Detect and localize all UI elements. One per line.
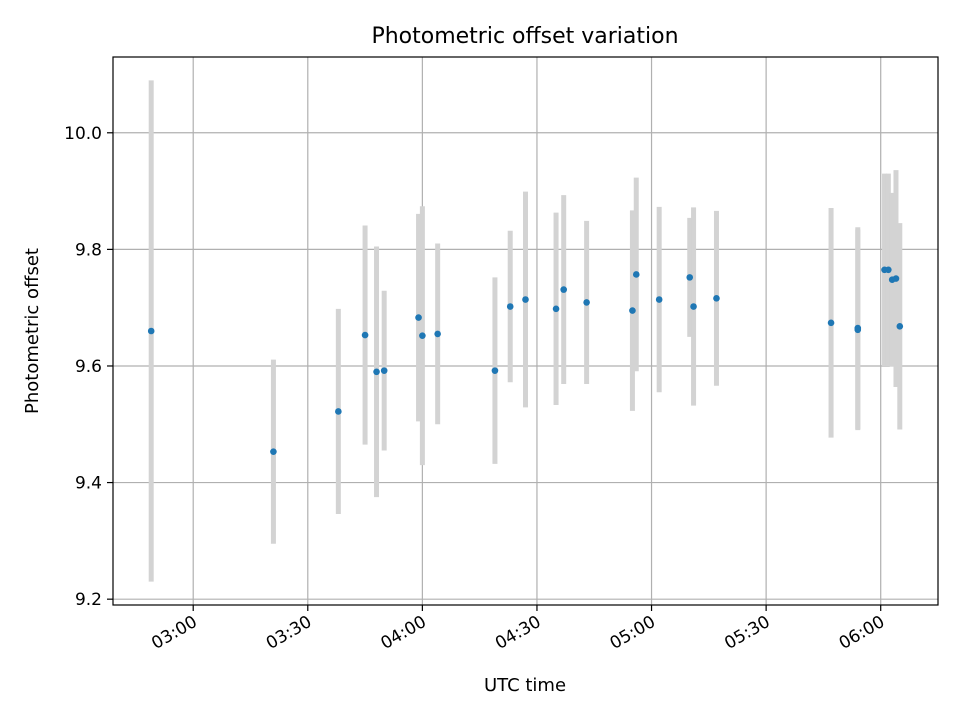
data-point <box>655 296 663 303</box>
data-point <box>629 307 636 314</box>
data-point <box>419 332 426 339</box>
data-point <box>491 367 499 374</box>
data-point <box>434 330 441 338</box>
data-point <box>690 303 697 310</box>
data-point <box>560 286 567 293</box>
data-point <box>335 408 342 415</box>
data-point <box>854 326 862 334</box>
y-tick-label: 9.4 <box>75 474 102 494</box>
data-point <box>373 368 380 376</box>
data-point <box>415 314 422 321</box>
y-axis-title: Photometric offset <box>22 248 43 414</box>
data-point <box>361 331 369 339</box>
data-point <box>552 305 560 313</box>
chart-title: Photometric offset variation <box>371 24 678 49</box>
data-point <box>583 299 590 306</box>
y-tick-label: 10.0 <box>64 124 102 144</box>
data-point <box>827 319 835 327</box>
grid-layer <box>113 57 938 605</box>
data-point <box>896 323 904 330</box>
data-point <box>506 303 514 310</box>
y-tick-label: 9.6 <box>75 357 102 377</box>
data-point <box>632 271 640 278</box>
data-point <box>270 448 277 455</box>
data-point <box>147 327 155 335</box>
y-tick-label: 9.2 <box>75 590 102 610</box>
data-point <box>892 275 900 282</box>
data-point <box>713 295 720 302</box>
x-axis-title: UTC time <box>484 675 566 696</box>
data-point <box>686 274 694 281</box>
data-point <box>380 367 388 374</box>
data-point <box>885 266 892 274</box>
data-point <box>522 296 529 303</box>
plot-frame <box>112 56 939 606</box>
point-layer <box>147 266 904 455</box>
y-tick-label: 9.8 <box>75 240 102 260</box>
